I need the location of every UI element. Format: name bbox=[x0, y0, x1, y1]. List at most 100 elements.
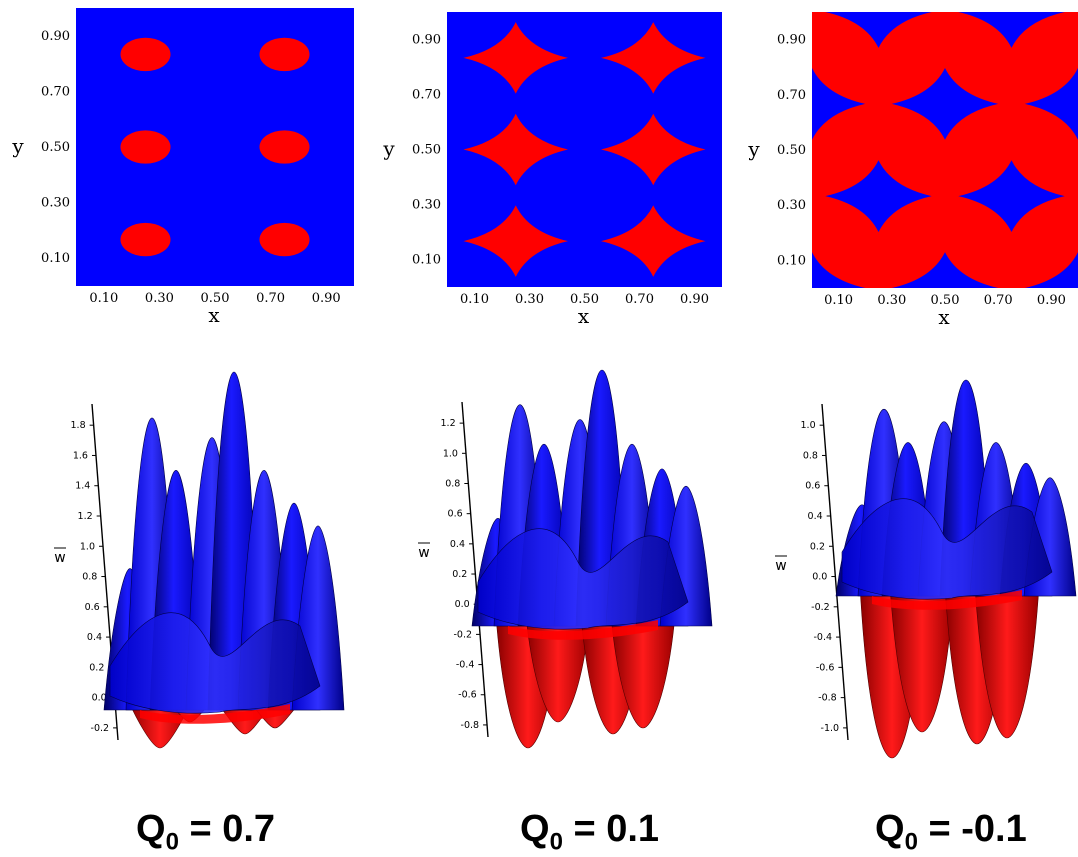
z-tick-label: -0.2 bbox=[453, 629, 472, 640]
heatmap-panel-3: 0.10 0.30 0.50 0.70 0.90 0.10 0.30 0.50 0.70 0.90… bbox=[747, 12, 1078, 329]
z-tick-label: 0.0 bbox=[455, 599, 470, 610]
y-tick-label: 0.90 bbox=[777, 33, 806, 48]
x-tick-label: 0.10 bbox=[460, 292, 489, 307]
heatmap-spot bbox=[891, 252, 999, 288]
heatmap-spot bbox=[120, 37, 171, 72]
z-tick-label: 0.6 bbox=[85, 602, 100, 613]
y-tick-label: 0.90 bbox=[41, 29, 70, 44]
z-tick-label: 1.2 bbox=[78, 511, 93, 522]
surface-rim-negative bbox=[872, 590, 1022, 610]
surface-panel-1: 1.8 1.6 1.4 1.2 1.0 0.8 0.6 0.4 0.2 0.0 -0.2 w bbox=[54, 371, 345, 749]
y-tick-label: 0.90 bbox=[412, 33, 441, 48]
heatmap-spot bbox=[463, 205, 568, 277]
x-tick-label: 0.90 bbox=[312, 291, 341, 306]
z-axis-label: w bbox=[418, 545, 429, 561]
x-tick-label: 0.30 bbox=[515, 292, 544, 307]
surface-sheet-positive bbox=[109, 612, 321, 714]
z-tick-label: 0.2 bbox=[810, 541, 825, 552]
heatmap-panel-2: 0.10 0.30 0.50 0.70 0.90 0.10 0.30 0.50 0.70 0.90… bbox=[382, 12, 722, 328]
z-tick-label: -0.4 bbox=[813, 632, 832, 643]
x-axis-label: x bbox=[938, 305, 950, 329]
z-tick-label: 0.8 bbox=[445, 478, 460, 489]
heatmap-spot bbox=[812, 252, 866, 288]
caption-var: Q bbox=[136, 808, 166, 850]
heatmap-spot bbox=[1024, 252, 1078, 288]
caption-panel-3: Q0 = -0.1 bbox=[875, 808, 1027, 857]
y-axis-label: y bbox=[382, 137, 395, 161]
x-tick-label: 0.30 bbox=[145, 291, 174, 306]
y-tick-label: 0.10 bbox=[412, 253, 441, 268]
z-tick-label: 1.2 bbox=[441, 418, 456, 429]
surface-rim-negative bbox=[140, 704, 290, 724]
y-tick-label: 0.30 bbox=[412, 198, 441, 213]
heatmap-spot bbox=[463, 22, 568, 94]
x-tick-label: 0.90 bbox=[680, 292, 709, 307]
caption-subscript: 0 bbox=[549, 828, 563, 856]
y-tick-label: 0.10 bbox=[41, 251, 70, 266]
x-tick-label: 0.70 bbox=[625, 292, 654, 307]
x-axis-label: x bbox=[208, 303, 220, 327]
x-tick-label: 0.70 bbox=[984, 293, 1013, 308]
heatmap-spot bbox=[120, 222, 171, 257]
y-tick-label: 0.70 bbox=[41, 84, 70, 99]
surface-panel-3: 1.0 0.8 0.6 0.4 0.2 0.0 -0.2 -0.4 -0.6 -0.8 -1.0 w bbox=[775, 379, 1077, 759]
heatmap-panel-1: 0.10 0.30 0.50 0.70 0.90 0.10 0.30 0.50 0.70 0.90… bbox=[11, 8, 354, 327]
heatmap-spot bbox=[958, 160, 1065, 232]
z-tick-label: 1.0 bbox=[801, 420, 816, 431]
caption-value: = 0.1 bbox=[573, 808, 660, 850]
z-tick-label: 0.8 bbox=[803, 450, 818, 461]
z-tick-label: 0.6 bbox=[448, 509, 463, 520]
y-axis-label: y bbox=[747, 137, 760, 161]
heatmap-spot bbox=[891, 68, 999, 140]
z-tick-label: 0.2 bbox=[89, 662, 104, 673]
heatmap-spot bbox=[825, 12, 932, 48]
caption-subscript: 0 bbox=[165, 828, 179, 856]
y-tick-label: 0.30 bbox=[41, 196, 70, 211]
surface-panel-2: 1.2 1.0 0.8 0.6 0.4 0.2 0.0 -0.2 -0.4 -0.6 -0.8 w bbox=[418, 369, 713, 749]
z-tick-label: 0.4 bbox=[450, 539, 465, 550]
x-tick-label: 0.50 bbox=[931, 293, 960, 308]
z-tick-label: 0.0 bbox=[92, 693, 107, 704]
heatmap-spot bbox=[463, 113, 568, 186]
z-tick-label: 0.2 bbox=[452, 569, 467, 580]
caption-var: Q bbox=[520, 808, 550, 850]
x-tick-label: 0.10 bbox=[89, 291, 118, 306]
x-tick-label: 0.90 bbox=[1037, 293, 1066, 308]
z-axis-label: w bbox=[54, 550, 65, 566]
surface-trough-negative bbox=[889, 585, 955, 733]
heatmap-spots bbox=[463, 22, 706, 277]
heatmap-spots bbox=[120, 37, 310, 257]
z-tick-label: -0.4 bbox=[456, 660, 475, 671]
z-tick-label: 0.0 bbox=[812, 572, 827, 583]
x-tick-label: 0.10 bbox=[824, 293, 853, 308]
z-tick-label: -1.0 bbox=[821, 723, 840, 734]
y-tick-label: 0.50 bbox=[777, 143, 806, 158]
z-axis-line bbox=[821, 403, 849, 741]
heatmap-spot bbox=[259, 222, 310, 257]
heatmap-spot bbox=[601, 113, 706, 186]
heatmap-spot bbox=[120, 130, 171, 164]
z-tick-label: 0.4 bbox=[87, 632, 102, 643]
heatmap-spot bbox=[259, 130, 310, 164]
z-tick-label: 1.4 bbox=[75, 481, 90, 492]
caption-var: Q bbox=[875, 808, 905, 850]
y-tick-label: 0.70 bbox=[412, 88, 441, 103]
heatmap-background bbox=[812, 12, 1078, 288]
surface-trough-negative bbox=[974, 585, 1040, 739]
heatmap-spot bbox=[1024, 68, 1078, 140]
surface-trough-negative bbox=[525, 615, 591, 723]
z-tick-label: 0.4 bbox=[808, 511, 823, 522]
heatmap-spot bbox=[601, 22, 706, 94]
heatmap-spot bbox=[259, 37, 310, 72]
surface-sheet-positive bbox=[477, 528, 689, 630]
surface-rim-negative bbox=[508, 620, 658, 640]
y-tick-label: 0.30 bbox=[777, 198, 806, 213]
heatmap-spot bbox=[825, 160, 932, 232]
heatmap-spots bbox=[812, 12, 1078, 288]
y-tick-label: 0.10 bbox=[777, 253, 806, 268]
z-tick-label: 0.6 bbox=[805, 481, 820, 492]
caption-value: = -0.1 bbox=[928, 808, 1027, 850]
z-tick-label: -0.2 bbox=[811, 602, 830, 613]
surface-sheet-positive bbox=[841, 498, 1053, 600]
